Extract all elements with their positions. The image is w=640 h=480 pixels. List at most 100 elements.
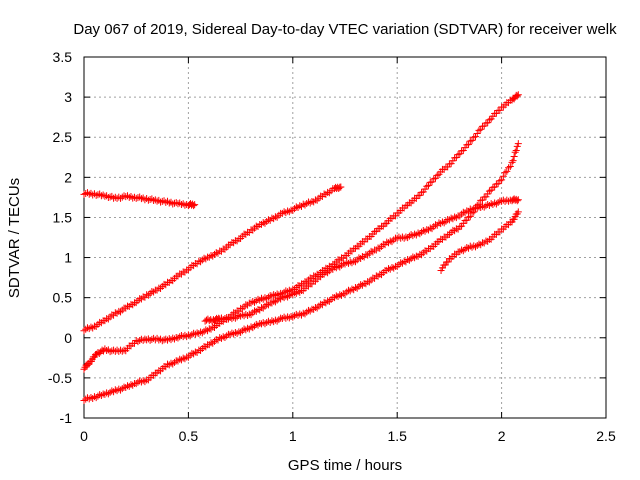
data-point (284, 293, 292, 301)
axis-ticks (83, 56, 607, 419)
y-tick-label: -1 (60, 410, 73, 426)
data-point (129, 381, 137, 389)
data-point (386, 237, 394, 245)
data-point (254, 321, 262, 329)
data-point (458, 222, 466, 230)
data-point (452, 153, 460, 161)
data-point (80, 327, 88, 335)
data-point (287, 313, 295, 321)
data-point (461, 209, 469, 217)
data-point (306, 307, 314, 315)
data-point (414, 229, 422, 237)
data-point (458, 210, 466, 218)
data-point (226, 331, 234, 339)
data-point (505, 164, 513, 172)
data-point (275, 211, 283, 219)
data-point (458, 246, 466, 254)
data-point (341, 260, 349, 268)
series-3 (80, 91, 522, 373)
data-point (257, 220, 265, 228)
data-point (275, 294, 283, 302)
data-point (303, 308, 311, 316)
data-point (506, 163, 514, 171)
data-point (512, 147, 520, 155)
data-point (200, 327, 208, 335)
data-point (106, 388, 114, 396)
data-point (264, 216, 272, 224)
data-point (463, 216, 471, 224)
data-point (338, 291, 346, 299)
data-point (311, 303, 319, 311)
data-point (416, 191, 424, 199)
data-point (261, 219, 269, 227)
data-point (388, 264, 396, 272)
data-point (437, 220, 445, 228)
data-point (442, 217, 450, 225)
data-point (301, 201, 309, 209)
data-point (510, 152, 518, 160)
data-point (496, 177, 504, 185)
data-point (294, 288, 302, 296)
data-point (191, 201, 199, 209)
data-point (170, 335, 178, 343)
series-4 (80, 140, 522, 405)
data-point (104, 194, 112, 202)
data-point (409, 232, 417, 240)
data-point (459, 146, 467, 154)
data-point (97, 391, 105, 399)
data-point (489, 201, 497, 209)
x-axis-label: GPS time / hours (288, 457, 402, 474)
data-point (451, 213, 459, 221)
data-point (113, 387, 121, 395)
data-point (315, 302, 323, 310)
data-point (509, 157, 517, 165)
data-point (353, 284, 361, 292)
data-point (174, 357, 182, 365)
data-point (405, 256, 413, 264)
data-point (191, 348, 199, 356)
data-point (120, 346, 128, 354)
data-point (357, 254, 365, 262)
data-point (433, 171, 441, 179)
data-point (202, 255, 210, 263)
data-point (251, 307, 259, 315)
x-tick-label: 2.5 (596, 428, 616, 444)
data-point (492, 200, 500, 208)
data-point (404, 255, 412, 263)
data-point (209, 339, 217, 347)
data-point (454, 151, 462, 159)
data-point (101, 345, 109, 353)
data-point (150, 288, 158, 296)
data-point (115, 307, 123, 315)
data-point (212, 335, 220, 343)
data-point (273, 317, 281, 325)
data-point (282, 292, 290, 300)
data-point (336, 263, 344, 271)
data-point (461, 245, 469, 253)
data-point (245, 310, 253, 318)
data-point (99, 191, 107, 199)
data-point (320, 298, 328, 306)
data-point (261, 302, 269, 310)
data-point (270, 215, 278, 223)
y-tick-label: 3 (64, 89, 72, 105)
data-point (470, 133, 478, 141)
data-point (456, 248, 464, 256)
data-point (459, 208, 467, 216)
data-point (341, 290, 349, 298)
data-point (445, 216, 453, 224)
data-point (338, 261, 346, 269)
data-point (496, 106, 504, 114)
data-point (146, 289, 154, 297)
y-tick-label: 0 (64, 330, 72, 346)
data-point (418, 228, 426, 236)
data-point (386, 265, 394, 273)
grid-lines (84, 57, 606, 418)
data-point (511, 148, 519, 156)
data-point (212, 249, 220, 257)
data-point (130, 339, 138, 347)
data-point (491, 199, 499, 207)
data-point (331, 294, 339, 302)
data-point (397, 259, 405, 267)
data-point (233, 329, 241, 337)
